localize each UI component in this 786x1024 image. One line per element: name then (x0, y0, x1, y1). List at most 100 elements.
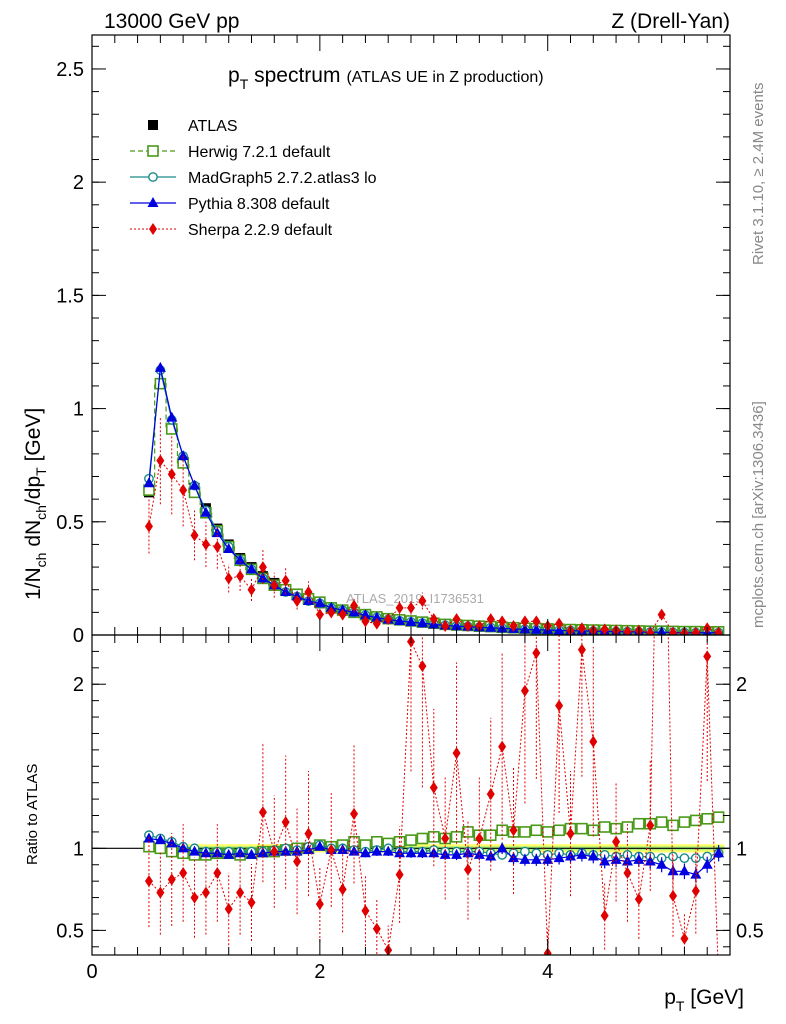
data-point (257, 572, 269, 583)
y-tick-label: 2 (73, 172, 84, 194)
data-point (452, 613, 461, 626)
data-point (463, 619, 472, 632)
side-rivet-label: Rivet 3.1.10, ≥ 2.4M events (750, 83, 767, 266)
data-point (680, 932, 689, 945)
data-point (315, 608, 324, 621)
data-point (213, 866, 222, 879)
main-y-axis-label: 1/Nch dNch/dpT [GeV] (22, 408, 49, 600)
data-point (532, 615, 541, 628)
ratio-y-tick-label-right: 2 (736, 674, 747, 696)
data-point (350, 807, 359, 820)
data-point (452, 747, 461, 760)
data-point (247, 896, 256, 909)
data-point (405, 616, 417, 627)
data-point (612, 835, 621, 848)
data-point (509, 824, 518, 837)
data-point (530, 853, 542, 864)
data-point (655, 816, 668, 828)
data-point (144, 520, 153, 533)
data-point (189, 845, 201, 856)
y-tick-label: 1 (73, 399, 84, 421)
chart-title: pT spectrum (ATLAS UE in Z production) (228, 64, 544, 92)
data-point (280, 585, 292, 596)
data-point (623, 866, 632, 879)
data-point (600, 909, 609, 922)
data-point (270, 845, 279, 858)
data-point (371, 845, 383, 856)
data-point (634, 893, 643, 906)
data-point (658, 268, 666, 280)
data-point (416, 847, 428, 858)
legend-entry-4: Sherpa 2.2.9 default (130, 222, 333, 239)
data-point (223, 848, 235, 859)
data-point (519, 826, 531, 838)
data-point (429, 781, 438, 794)
legend-marker (147, 197, 159, 207)
data-point (441, 832, 450, 845)
ratio-y-tick-label-left: 0.5 (56, 920, 84, 942)
data-point (451, 620, 463, 631)
data-point (371, 611, 383, 622)
data-point (154, 361, 166, 372)
data-point (327, 843, 336, 856)
data-point (530, 824, 543, 837)
data-point (633, 853, 645, 864)
y-tick-label: 0.5 (56, 512, 84, 534)
data-point (154, 842, 167, 855)
data-point (246, 563, 257, 574)
data-point (519, 853, 531, 864)
data-point (429, 613, 438, 626)
ratio-series-2 (143, 832, 725, 883)
legend-entry-2: MadGraph5 2.7.2.atlas3 lo (130, 170, 377, 187)
data-point (646, 626, 655, 635)
data-point (657, 608, 666, 621)
data-point (179, 866, 188, 879)
title-paren: (ATLAS UE in Z production) (346, 69, 543, 86)
data-point (201, 886, 210, 899)
data-point (450, 831, 463, 843)
data-point (338, 608, 347, 621)
data-point (280, 845, 292, 856)
data-point (509, 619, 518, 632)
x-tick-label: 4 (542, 961, 553, 983)
header-left-energy: 13000 GeV pp (104, 10, 239, 33)
data-point (691, 885, 700, 897)
data-point (293, 595, 302, 608)
data-point (576, 848, 588, 859)
ratio-series-3 (144, 268, 719, 955)
data-point (167, 468, 176, 481)
data-point (201, 538, 210, 551)
data-point (428, 847, 440, 858)
data-point (690, 814, 702, 827)
data-point (598, 821, 611, 833)
series-4 (144, 417, 723, 635)
data-point (701, 812, 714, 825)
data-point (154, 377, 167, 390)
data-point (553, 824, 565, 837)
data-point (485, 621, 497, 632)
legend-entry-1: Herwig 7.2.1 default (130, 144, 331, 161)
data-point (416, 617, 428, 628)
data-point (258, 561, 267, 574)
data-point (384, 613, 393, 626)
data-point (553, 852, 565, 863)
header-right-process: Z (Drell-Yan) (611, 10, 730, 33)
data-point (189, 479, 201, 490)
data-point (485, 850, 497, 861)
data-point (633, 817, 645, 830)
data-point (200, 506, 212, 517)
data-point (156, 454, 165, 467)
legend-entry-3: Pythia 8.308 default (130, 196, 330, 213)
ratio-y-tick-label-left: 2 (73, 674, 84, 696)
data-point (236, 886, 245, 899)
data-point (520, 684, 529, 697)
data-point (361, 904, 370, 917)
data-point (462, 847, 474, 858)
ratio-y-tick-label-right: 0.5 (736, 920, 764, 942)
data-point (530, 623, 542, 634)
legend-label: Sherpa 2.2.9 default (188, 222, 333, 239)
data-point (542, 853, 554, 864)
data-point (405, 847, 417, 858)
data-point (190, 529, 199, 542)
